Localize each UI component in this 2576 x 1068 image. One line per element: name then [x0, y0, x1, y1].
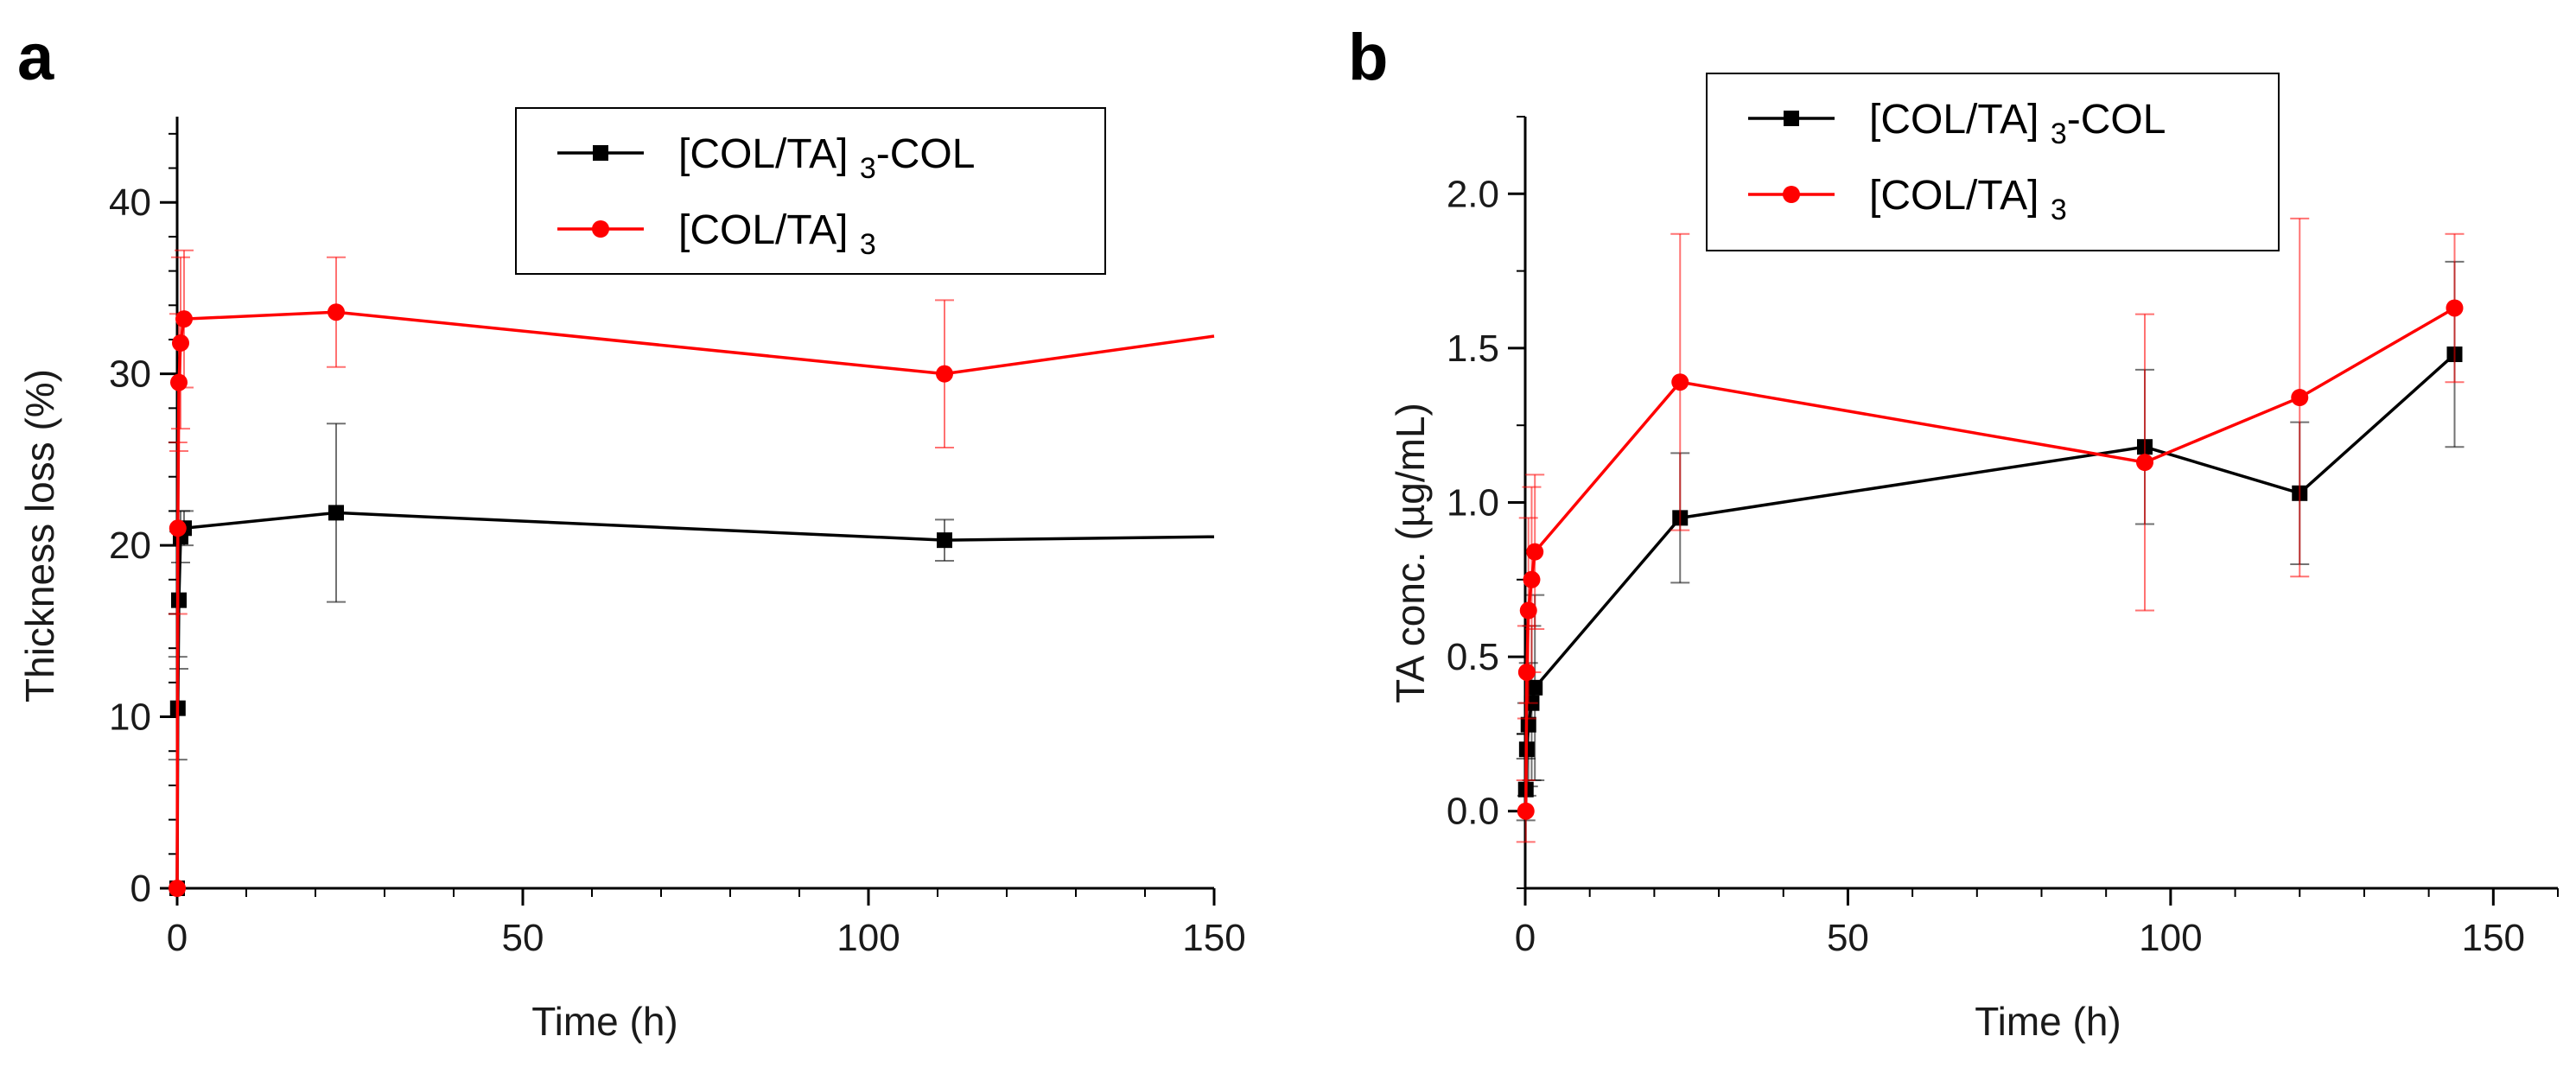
panel-b-series-col-ta3-line: [1523, 306, 2456, 811]
panel-b-y-tick-label: 0.5: [1447, 636, 1499, 678]
panel-a-y-tick-label: 10: [109, 696, 151, 739]
panel-b-series-col-ta3-point: [1523, 570, 1541, 588]
panel-b-y-tick-label: 2.0: [1447, 173, 1499, 215]
panel-b-x-tick-label: 0: [1515, 917, 1536, 959]
panel-a-series-col-ta3-point: [169, 519, 187, 537]
panel-b-legend-label: [COL/TA] 3: [1869, 173, 2067, 226]
panel-b-y-tick-label: 1.5: [1447, 327, 1499, 370]
panel-b-y-tick-label: 1.0: [1447, 482, 1499, 524]
panel-b-series-col-ta3-point: [2136, 454, 2153, 472]
panel-b-series-col-ta3-point: [1517, 663, 1536, 681]
panel-b-x-tick-label: 50: [1827, 917, 1869, 959]
panel-a-y-tick-label: 30: [109, 353, 151, 396]
panel-a-y-tick-label: 20: [109, 524, 151, 567]
panel-b-series-col-ta3-point: [1671, 373, 1689, 391]
panel-b-series-col-ta3-col-point: [1520, 716, 1536, 733]
panel-a-ylabel: Thickness loss (%): [17, 369, 62, 702]
panel-a-series-col-ta3-col-point: [328, 505, 344, 521]
panel-b-legend-swatch-marker: [1783, 186, 1800, 203]
panel-a-series-col-ta3-point: [936, 365, 953, 383]
panel-b-legend-label: [COL/TA] 3-COL: [1869, 97, 2166, 150]
panel-a-series-col-ta3-point: [170, 373, 188, 391]
panel-a-x-tick-label: 150: [1182, 917, 1245, 959]
panel-a-label: a: [17, 21, 54, 94]
panel-b-x-tick-label: 150: [2462, 917, 2525, 959]
panel-a-xlabel: Time (h): [531, 999, 678, 1044]
panel-b-legend-swatch-marker: [1784, 111, 1799, 126]
panel-a-legend-label: [COL/TA] 3: [678, 207, 876, 261]
panel-a-series-col-ta3-line: [175, 310, 1215, 889]
panel-a-y-tick-label: 40: [109, 181, 151, 224]
panel-b-legend-box: [1706, 73, 2280, 251]
panel-b-series-col-ta3-point: [1517, 802, 1535, 820]
panel-a-series-col-ta3-point: [328, 303, 345, 321]
panel-b-xlabel: Time (h): [1975, 999, 2121, 1044]
panel-b: b Time (h) TA conc. (µg/mL) 0 50 100 150 0.0…: [1348, 21, 2559, 1044]
panel-b-series-col-ta3-col-line: [1523, 353, 2456, 790]
panel-a-series-col-ta3-point: [175, 310, 193, 328]
panel-b-x-tick-label: 100: [2139, 917, 2202, 959]
panel-a-series-col-ta3-point: [169, 880, 186, 897]
panel-b-series-col-ta3-point: [2291, 389, 2309, 407]
panel-a-x-tick-label: 100: [836, 917, 900, 959]
panel-a-legend-label: [COL/TA] 3-COL: [678, 131, 975, 185]
panel-b-ylabel: TA conc. (µg/mL): [1388, 403, 1433, 703]
panel-a: a Time (h) Thickness loss (%) 0 50 100 150 0…: [17, 21, 1246, 1044]
panel-a-x-tick-label: 50: [502, 917, 544, 959]
panel-b-y-tick-label: 0.0: [1447, 791, 1499, 833]
panel-a-y-tick-label: 0: [130, 868, 151, 910]
panel-b-label: b: [1348, 21, 1388, 94]
panel-a-series-col-ta3-col-point: [937, 532, 952, 549]
panel-a-series-col-ta3-col-line: [175, 511, 1215, 889]
panel-a-series-col-ta3-point: [172, 334, 189, 352]
panel-b-series-col-ta3-point: [2446, 299, 2464, 317]
panel-a-legend-swatch-marker: [593, 145, 608, 161]
panel-b-series-col-ta3-col-point: [1527, 679, 1543, 696]
panel-b-series-col-ta3-point: [1526, 543, 1544, 561]
panel-b-series-col-ta3-point: [1519, 601, 1537, 620]
panel-a-legend-box: [515, 107, 1106, 275]
panel-a-x-tick-label: 0: [167, 917, 188, 959]
panel-a-legend-swatch-marker: [592, 220, 609, 238]
